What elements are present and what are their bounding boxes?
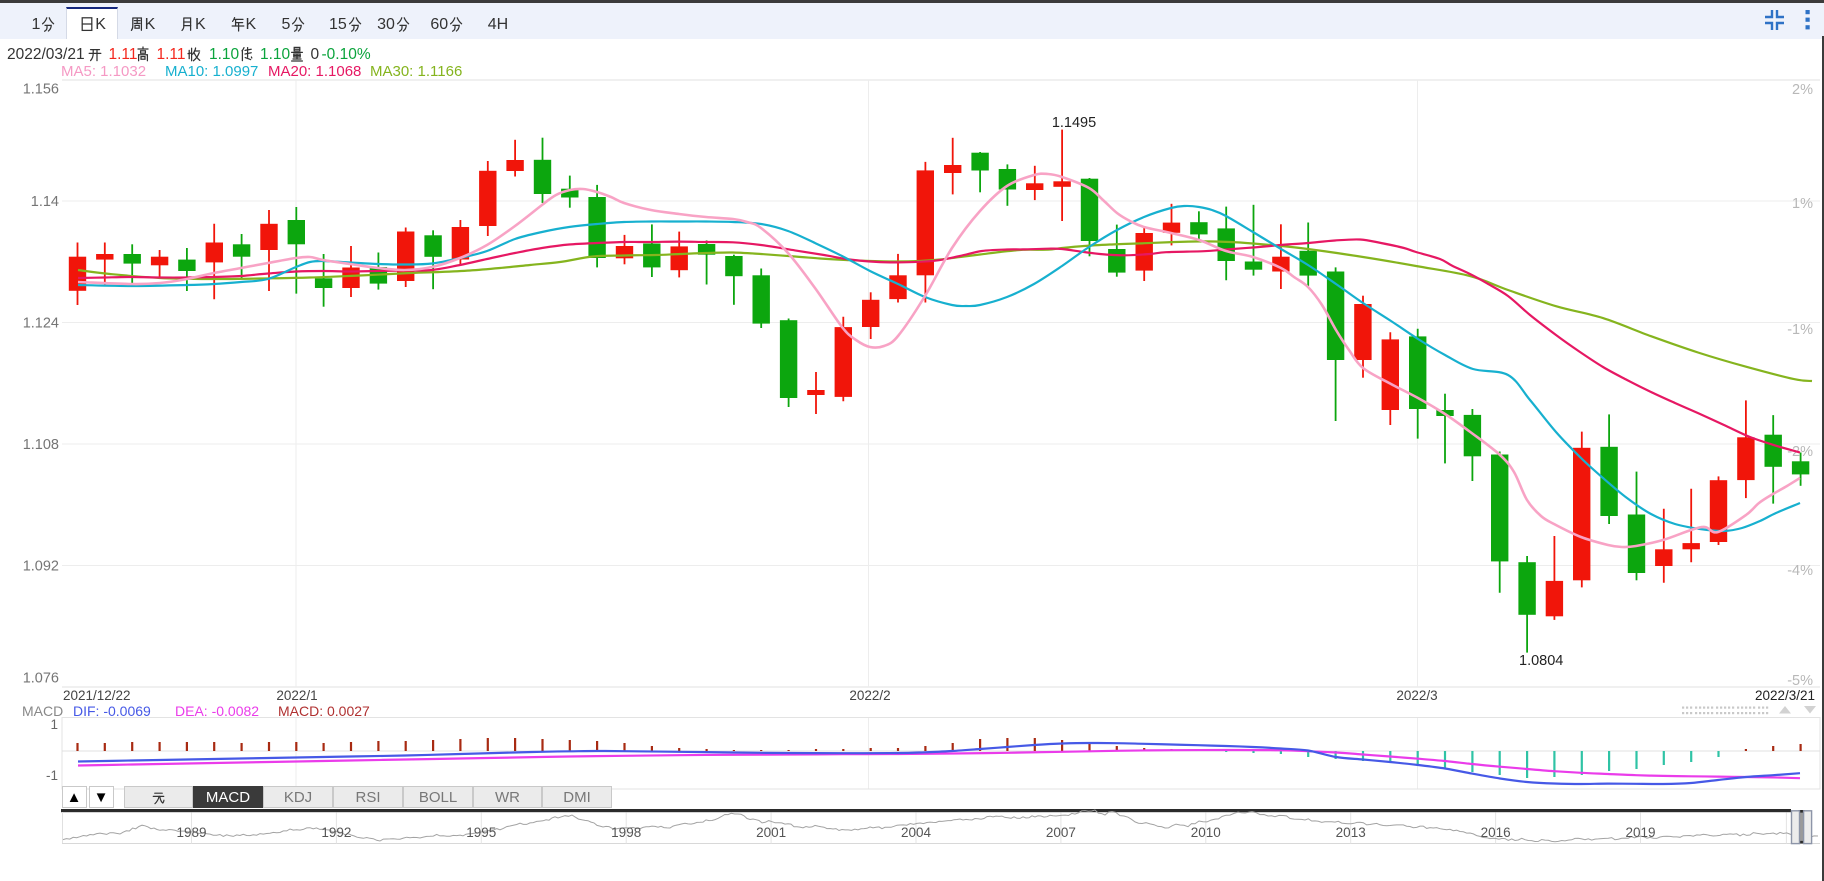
svg-text:2021/12/22: 2021/12/22 xyxy=(63,688,131,703)
svg-text:2022/3/21: 2022/3/21 xyxy=(1755,688,1815,703)
svg-text:-1: -1 xyxy=(46,768,58,783)
svg-text:1.124: 1.124 xyxy=(23,316,59,332)
svg-text:1995: 1995 xyxy=(466,825,496,840)
svg-text:1998: 1998 xyxy=(611,825,641,840)
svg-text:-2%: -2% xyxy=(1787,444,1813,460)
svg-text:1: 1 xyxy=(50,717,58,732)
svg-text:2022/3: 2022/3 xyxy=(1396,688,1437,703)
svg-text:1%: 1% xyxy=(1792,196,1813,212)
svg-text:1.108: 1.108 xyxy=(23,437,59,453)
svg-text:2010: 2010 xyxy=(1191,825,1221,840)
svg-text:-5%: -5% xyxy=(1787,673,1813,689)
svg-text:1989: 1989 xyxy=(176,825,206,840)
svg-text:2022/2: 2022/2 xyxy=(849,688,890,703)
svg-text:2016: 2016 xyxy=(1481,825,1511,840)
svg-text:2007: 2007 xyxy=(1046,825,1076,840)
svg-text:2001: 2001 xyxy=(756,825,786,840)
svg-text:1992: 1992 xyxy=(321,825,351,840)
svg-text:1.076: 1.076 xyxy=(23,671,59,687)
svg-text:1.0804: 1.0804 xyxy=(1519,653,1563,669)
svg-text:2019: 2019 xyxy=(1625,825,1655,840)
svg-text:2%: 2% xyxy=(1792,82,1813,98)
svg-text:2013: 2013 xyxy=(1336,825,1366,840)
svg-text:2022/1: 2022/1 xyxy=(276,688,317,703)
svg-text:1.1495: 1.1495 xyxy=(1052,115,1096,131)
svg-text:1.14: 1.14 xyxy=(31,194,59,210)
svg-text:-1%: -1% xyxy=(1787,322,1813,338)
svg-text:-4%: -4% xyxy=(1787,563,1813,579)
svg-text:2004: 2004 xyxy=(901,825,932,840)
svg-text:1.156: 1.156 xyxy=(23,82,59,98)
svg-text:1.092: 1.092 xyxy=(23,559,59,575)
